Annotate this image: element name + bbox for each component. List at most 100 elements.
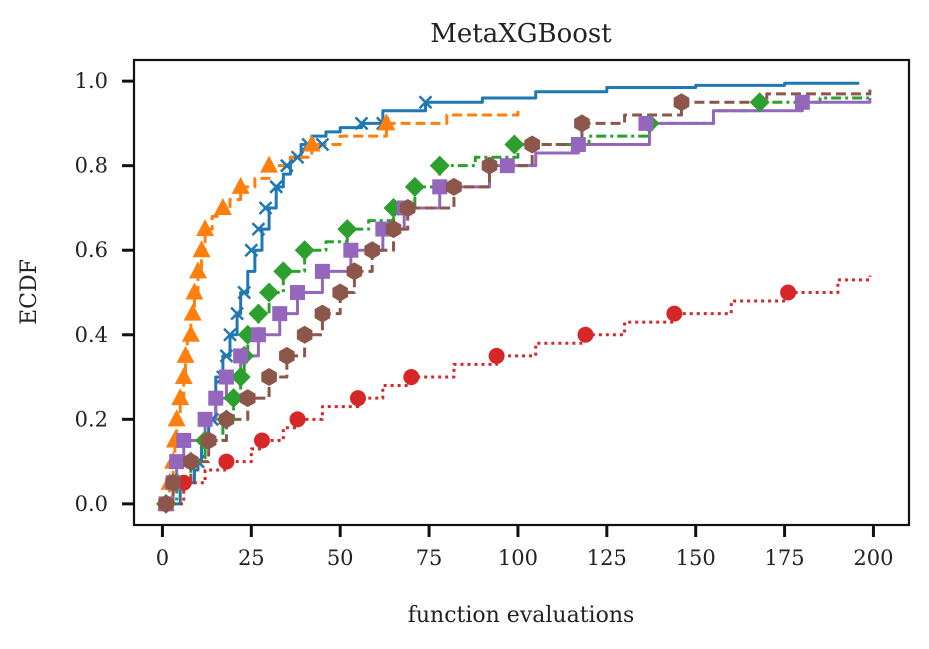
- x-tick-label: 75: [416, 546, 443, 570]
- data-point-series-4: [666, 305, 683, 322]
- data-point-series-6: [200, 431, 217, 450]
- data-point-series-2: [302, 134, 321, 152]
- data-point-series-3: [337, 219, 358, 240]
- axes-layer: 0 25 50 75 100 125 150 175 200 0.0 0.2 0.4 0.6 0.8 1.0: [75, 69, 894, 570]
- data-point-series-5: [250, 327, 266, 343]
- data-point-series-3: [223, 388, 244, 409]
- data-point-series-6: [279, 346, 295, 365]
- data-point-series-2: [183, 303, 202, 321]
- data-point-series-1: [418, 95, 433, 110]
- chart-title: MetaXGBoost: [430, 19, 612, 49]
- data-point-series-2: [196, 219, 215, 237]
- data-point-series-3: [749, 92, 770, 113]
- data-point-series-6: [165, 473, 181, 492]
- data-point-series-6: [399, 198, 416, 217]
- data-point-series-6: [364, 241, 380, 260]
- y-tick-label: 0.4: [75, 323, 108, 347]
- data-point-series-5: [197, 411, 213, 427]
- x-tick-label: 25: [238, 546, 265, 570]
- data-point-series-1: [269, 179, 284, 194]
- data-point-series-6: [346, 262, 363, 281]
- data-point-series-4: [289, 411, 306, 428]
- data-point-series-2: [174, 367, 193, 385]
- data-point-series-3: [429, 155, 450, 176]
- data-point-series-1: [290, 150, 305, 165]
- data-point-series-6: [481, 156, 498, 175]
- x-tick-label: 175: [765, 546, 805, 570]
- data-point-series-1: [223, 327, 237, 342]
- data-point-series-6: [239, 389, 256, 408]
- marker-layer: [155, 92, 810, 514]
- data-point-series-3: [404, 176, 425, 197]
- data-point-series-2: [185, 282, 204, 300]
- data-point-series-2: [171, 388, 190, 406]
- data-point-series-6: [332, 283, 348, 302]
- data-point-series-1: [237, 285, 252, 300]
- data-point-series-2: [231, 176, 250, 194]
- series-line-4: [165, 275, 872, 506]
- data-point-series-6: [218, 410, 235, 429]
- data-point-series-1: [230, 306, 244, 321]
- data-point-series-5: [272, 306, 288, 322]
- data-point-series-2: [181, 324, 200, 342]
- data-point-series-4: [349, 390, 366, 407]
- y-tick-label: 0.2: [75, 407, 108, 431]
- data-point-series-6: [574, 114, 590, 133]
- data-point-series-2: [176, 345, 195, 363]
- x-tick-label: 50: [327, 546, 354, 570]
- data-point-series-5: [499, 158, 515, 174]
- data-point-series-5: [570, 137, 586, 153]
- data-point-series-4: [488, 347, 505, 364]
- data-point-series-2: [167, 409, 186, 427]
- data-point-series-5: [638, 115, 654, 131]
- data-point-series-6: [385, 220, 402, 239]
- data-point-series-5: [176, 432, 192, 448]
- data-point-series-5: [169, 454, 185, 470]
- data-point-series-1: [279, 158, 294, 173]
- data-point-series-4: [403, 369, 420, 386]
- y-tick-label: 0.6: [75, 238, 108, 262]
- data-point-series-6: [524, 135, 540, 154]
- data-point-series-5: [208, 390, 224, 406]
- x-tick-label: 0: [156, 546, 169, 570]
- data-point-series-6: [183, 452, 199, 471]
- series-line-3: [165, 96, 870, 506]
- data-point-series-5: [290, 285, 306, 300]
- data-point-series-5: [794, 94, 810, 110]
- data-point-series-4: [780, 284, 797, 301]
- series-line-2: [165, 110, 520, 506]
- data-point-series-5: [432, 179, 448, 195]
- data-point-series-6: [158, 494, 174, 513]
- data-point-series-6: [296, 325, 313, 344]
- data-point-series-1: [251, 222, 266, 236]
- x-tick-label: 150: [676, 546, 716, 570]
- data-point-series-2: [260, 155, 279, 173]
- x-tick-label: 100: [498, 546, 538, 570]
- data-point-series-5: [233, 348, 249, 364]
- data-point-series-3: [259, 282, 280, 303]
- x-tick-label: 125: [587, 546, 627, 570]
- data-point-series-4: [577, 326, 594, 343]
- y-axis-label: ECDF: [17, 259, 42, 325]
- data-point-series-2: [213, 197, 232, 215]
- data-point-series-1: [244, 243, 259, 258]
- data-point-series-2: [188, 261, 207, 279]
- data-point-series-6: [261, 368, 277, 387]
- data-point-series-2: [377, 113, 396, 131]
- data-point-series-1: [219, 349, 234, 363]
- y-tick-label: 1.0: [75, 69, 108, 93]
- data-point-series-3: [504, 134, 525, 155]
- x-axis-label: function evaluations: [408, 603, 635, 628]
- data-point-series-3: [294, 240, 315, 261]
- data-point-series-4: [253, 432, 270, 449]
- data-point-series-1: [354, 116, 369, 131]
- data-point-series-6: [673, 93, 690, 112]
- data-point-series-3: [273, 261, 294, 282]
- y-tick-label: 0.0: [75, 492, 108, 516]
- data-point-series-6: [314, 304, 331, 323]
- data-point-series-1: [258, 201, 273, 215]
- data-point-series-2: [192, 240, 211, 258]
- data-point-series-5: [218, 369, 234, 385]
- y-tick-label: 0.8: [75, 154, 108, 178]
